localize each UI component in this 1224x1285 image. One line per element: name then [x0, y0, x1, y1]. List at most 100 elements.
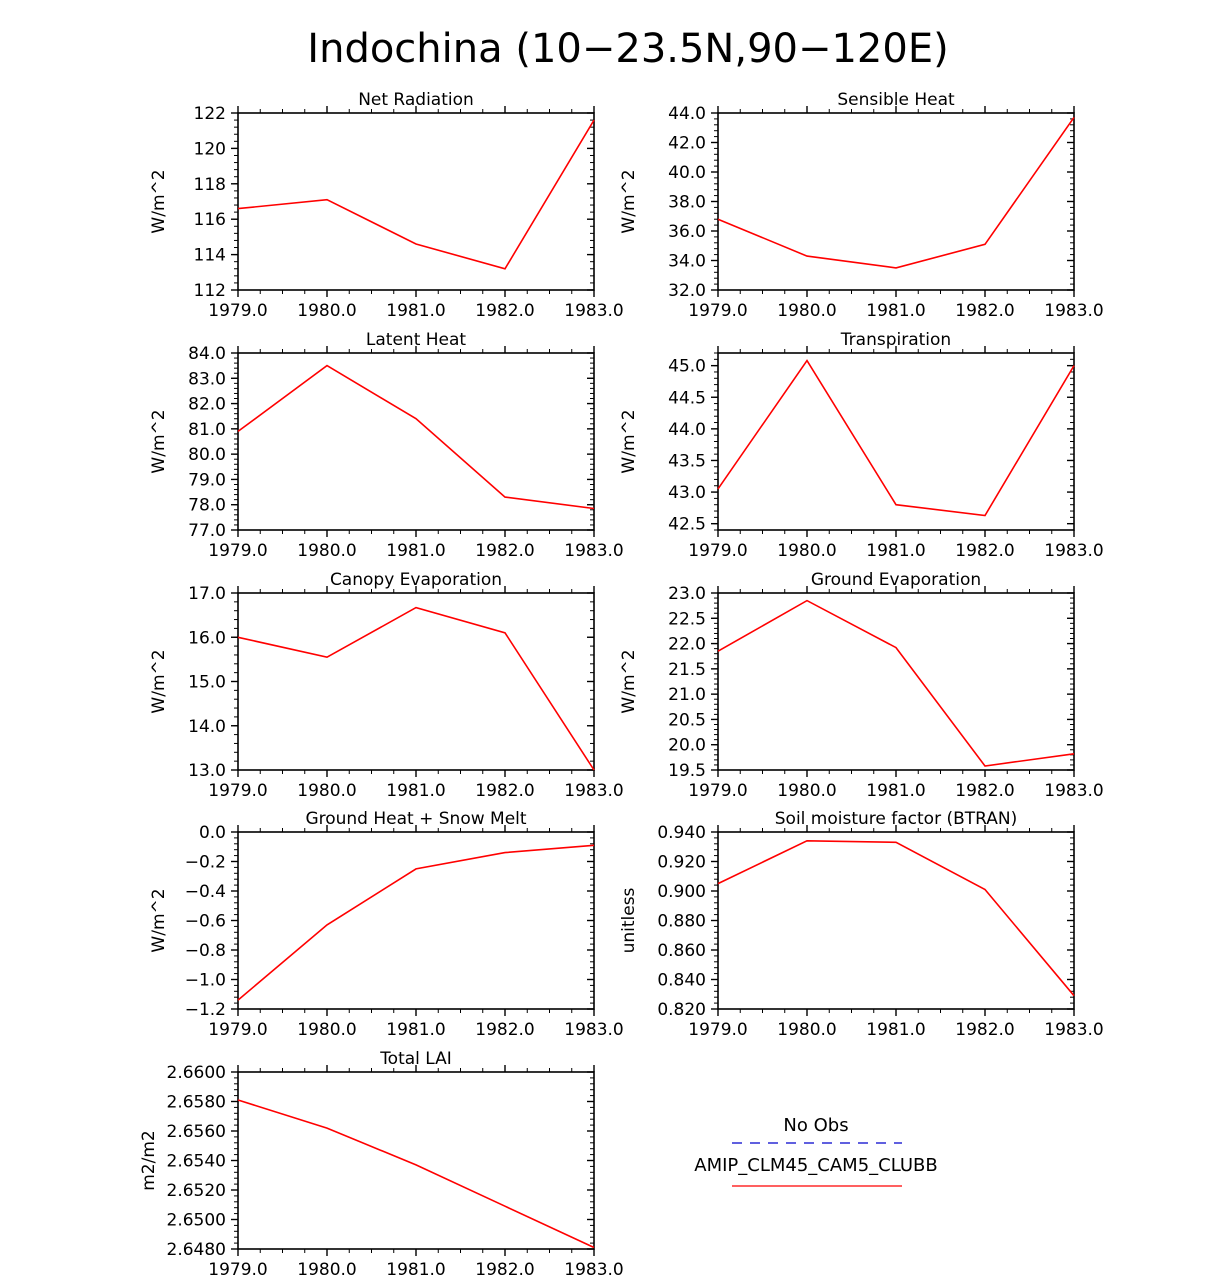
y-tick-label: 81.0: [188, 420, 226, 440]
y-tick-label: 43.0: [668, 483, 706, 503]
plot-frame: [237, 831, 595, 1010]
x-tick-label: 1980.0: [297, 1260, 356, 1280]
y-axis-label: W/m^2: [619, 409, 639, 473]
x-tick-label: 1979.0: [208, 1020, 267, 1040]
legend-entry-obs-label: No Obs: [783, 1115, 848, 1136]
panel-title: Sensible Heat: [837, 90, 955, 110]
panel-5: 1979.0 1980.0 1981.0 1982.0 1983.0 13.0 14.0 15…: [149, 570, 624, 801]
x-tick-label: 1983.0: [564, 541, 623, 561]
y-tick-label: 2.6560: [167, 1122, 226, 1142]
y-tick-label: −0.4: [185, 882, 226, 902]
y-tick-label: 0.920: [657, 853, 706, 873]
y-tick-label: 42.5: [668, 515, 706, 535]
x-tick-label: 1979.0: [688, 1020, 747, 1040]
panel-title: Ground Heat + Snow Melt: [305, 809, 526, 829]
panel-title: Total LAI: [379, 1049, 452, 1069]
panel-title: Ground Evaporation: [811, 570, 981, 590]
y-tick-label: 21.0: [668, 685, 706, 705]
y-tick-label: 19.5: [668, 761, 706, 781]
y-axis-label: m2/m2: [139, 1130, 159, 1190]
plot-frame: [237, 112, 595, 291]
x-tick-label: 1980.0: [777, 781, 836, 801]
x-tick-label: 1980.0: [297, 1020, 356, 1040]
y-tick-label: 38.0: [668, 193, 706, 213]
y-tick-label: −1.0: [185, 971, 226, 991]
y-tick-label: 17.0: [188, 584, 226, 604]
x-tick-label: 1983.0: [564, 781, 623, 801]
panel-1: 1979.0 1980.0 1981.0 1982.0 1983.0 112 114 116 1…: [149, 90, 624, 321]
panel-9: 1979.0 1980.0 1981.0 1982.0 1983.0 2.6480 2.65…: [139, 1049, 624, 1280]
panel-6: 1979.0 1980.0 1981.0 1982.0 1983.0 19.5 20.0 20…: [619, 570, 1104, 801]
y-tick-label: 34.0: [668, 252, 706, 272]
series-line: [237, 844, 595, 1001]
y-tick-label: 114: [194, 246, 226, 266]
x-tick-label: 1981.0: [866, 781, 925, 801]
y-tick-label: 0.900: [657, 882, 706, 902]
x-tick-label: 1981.0: [386, 781, 445, 801]
plot-frame: [717, 112, 1075, 291]
y-tick-label: 122: [194, 104, 226, 124]
panel-title: Net Radiation: [358, 90, 474, 110]
x-tick-label: 1983.0: [564, 301, 623, 321]
panel-title: Latent Heat: [366, 330, 467, 350]
x-tick-label: 1981.0: [386, 541, 445, 561]
y-tick-label: 2.6600: [167, 1063, 226, 1083]
series-line: [717, 839, 1075, 997]
y-tick-label: 42.0: [668, 134, 706, 154]
y-axis-label: W/m^2: [149, 169, 169, 233]
x-tick-label: 1979.0: [208, 781, 267, 801]
series-line: [237, 119, 595, 270]
y-tick-label: 40.0: [668, 163, 706, 183]
y-tick-label: 21.5: [668, 660, 706, 680]
y-tick-label: 83.0: [188, 369, 226, 389]
plot-frame: [717, 592, 1075, 771]
x-tick-label: 1983.0: [564, 1020, 623, 1040]
x-tick-label: 1980.0: [297, 541, 356, 561]
plot-frame: [237, 592, 595, 771]
y-tick-label: −0.8: [185, 941, 226, 961]
y-tick-label: 84.0: [188, 344, 226, 364]
y-tick-label: 0.940: [657, 823, 706, 843]
y-tick-label: 43.5: [668, 451, 706, 471]
y-tick-label: 22.0: [668, 635, 706, 655]
y-tick-label: 20.5: [668, 710, 706, 730]
y-tick-label: 79.0: [188, 470, 226, 490]
series-line: [717, 359, 1075, 517]
x-tick-label: 1982.0: [955, 541, 1014, 561]
x-tick-label: 1982.0: [475, 541, 534, 561]
legend: No Obs AMIP_CLM45_CAM5_CLUBB: [694, 1115, 938, 1187]
series-line: [717, 599, 1075, 767]
y-tick-label: 36.0: [668, 222, 706, 242]
x-tick-label: 1979.0: [208, 301, 267, 321]
figure-title: Indochina (10−23.5N,90−120E): [307, 26, 948, 72]
panel-3: 1979.0 1980.0 1981.0 1982.0 1983.0 77.0 78.0 79…: [149, 330, 624, 561]
y-tick-label: 0.0: [199, 823, 226, 843]
y-tick-label: 2.6500: [167, 1211, 226, 1231]
y-tick-label: 0.820: [657, 1000, 706, 1020]
series-line: [717, 116, 1075, 269]
y-tick-label: 0.840: [657, 971, 706, 991]
y-tick-label: 2.6480: [167, 1240, 226, 1260]
y-axis-label: W/m^2: [149, 409, 169, 473]
y-tick-label: 2.6580: [167, 1093, 226, 1113]
x-tick-label: 1983.0: [1044, 301, 1103, 321]
x-tick-label: 1979.0: [208, 1260, 267, 1280]
x-tick-label: 1983.0: [1044, 541, 1103, 561]
x-tick-label: 1982.0: [475, 781, 534, 801]
x-tick-label: 1981.0: [386, 1020, 445, 1040]
x-tick-label: 1980.0: [777, 301, 836, 321]
x-tick-label: 1980.0: [777, 1020, 836, 1040]
series-line: [237, 364, 595, 510]
y-tick-label: 77.0: [188, 521, 226, 541]
x-tick-label: 1982.0: [955, 781, 1014, 801]
y-tick-label: 118: [194, 175, 226, 195]
y-axis-label: W/m^2: [149, 649, 169, 713]
y-axis-label: unitless: [619, 887, 639, 953]
y-tick-label: −1.2: [185, 1000, 226, 1020]
panel-7: 1979.0 1980.0 1981.0 1982.0 1983.0 −1.2 −1.0 −0…: [149, 809, 624, 1040]
x-tick-label: 1981.0: [866, 301, 925, 321]
y-tick-label: 2.6540: [167, 1152, 226, 1172]
panel-2: 1979.0 1980.0 1981.0 1982.0 1983.0 32.0 34.0 36…: [619, 90, 1104, 321]
x-tick-label: 1981.0: [866, 541, 925, 561]
